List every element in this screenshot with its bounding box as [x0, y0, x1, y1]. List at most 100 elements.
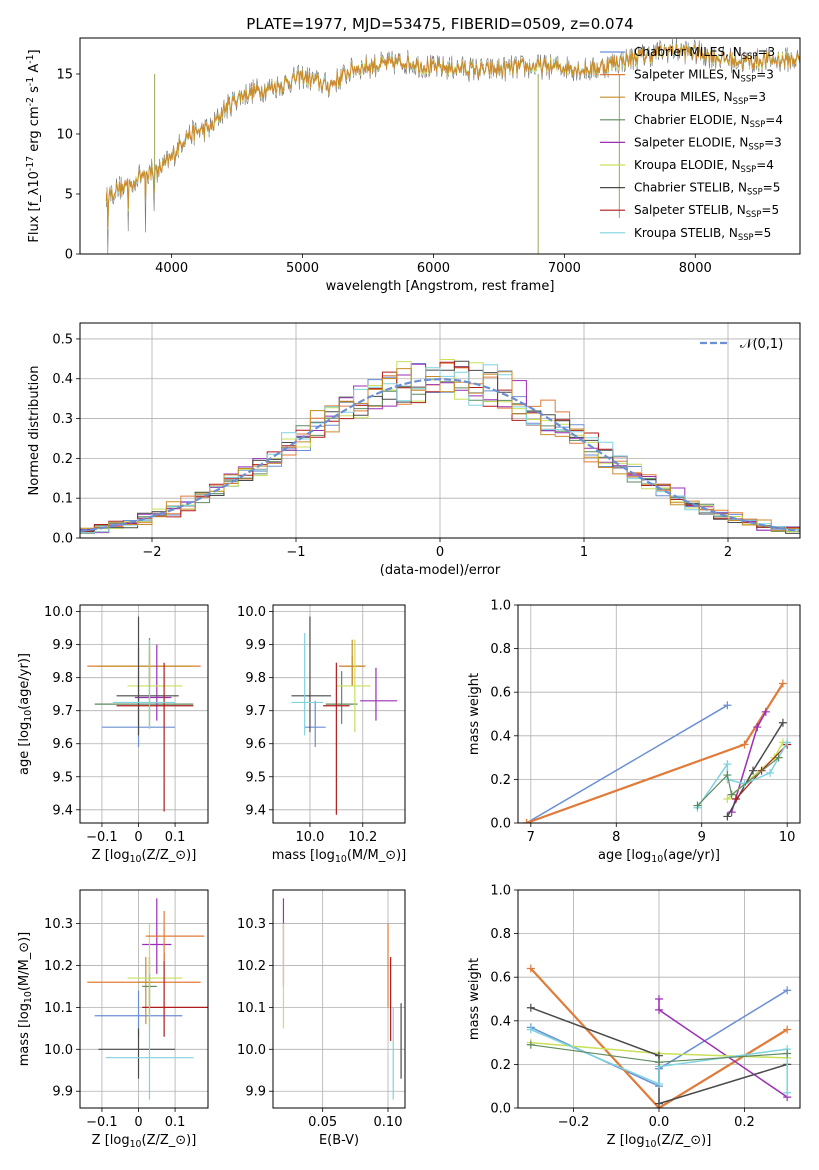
mass-weight-point — [655, 1099, 663, 1108]
errorbar-point — [112, 639, 176, 729]
y-tick-label: 15 — [56, 68, 73, 83]
x-tick-label: 9 — [698, 830, 706, 845]
mass-weight-point — [731, 795, 740, 804]
y-tick-label: 10.1 — [44, 1001, 73, 1016]
mass-weight-point — [774, 753, 783, 762]
mass-weight-point — [727, 790, 736, 799]
plot-frame — [272, 889, 406, 1109]
y-tick-label: 0.4 — [490, 1014, 511, 1029]
errorbar-point — [341, 639, 366, 686]
mass-weight-point — [655, 1005, 663, 1014]
y-tick-label: 0.3 — [52, 412, 73, 427]
y-tick-label: 1.0 — [490, 884, 511, 899]
errorbar-point — [105, 973, 194, 1100]
x-axis-label: (data-model)/error — [380, 563, 501, 578]
mass-weight-lines — [526, 964, 792, 1108]
y-tick-label: 9.6 — [245, 737, 266, 752]
mass-weight-point — [783, 1049, 792, 1058]
y-tick-label: 10.2 — [44, 959, 73, 974]
y-tick-label: 10.2 — [237, 959, 266, 974]
y-axis-label: age [log10(age/yr)] — [17, 653, 34, 775]
plot-frame — [79, 604, 209, 824]
y-tick-label: 5 — [65, 188, 73, 203]
y-tick-label: 10.3 — [237, 917, 266, 932]
mass-weight-point — [526, 964, 535, 973]
ticks: 7 8 9 10 0.0 0.2 0.4 0.6 0.8 1.0 — [490, 599, 795, 846]
massweight-vs-metallicity-panel: −0.2 0.0 0.2 0.0 0.2 0.4 0.6 0.8 1.0 Z [log10(Z/Z… — [467, 884, 801, 1150]
y-tick-label: 9.7 — [245, 704, 266, 719]
mass-weight-series-line — [526, 704, 728, 823]
errorbar-point — [116, 616, 179, 736]
y-tick-label: 9.8 — [245, 671, 266, 686]
mass-weight-point — [740, 779, 749, 788]
errorbar-point — [94, 638, 194, 728]
y-tick-label: 0.2 — [490, 1058, 511, 1073]
mass-weight-point — [655, 1058, 663, 1067]
y-axis-label: mass weight — [467, 958, 482, 1040]
errorbar-point — [127, 642, 183, 726]
mass-weight-point — [693, 801, 702, 810]
mass-weight-point — [723, 795, 732, 804]
x-tick-label: 0.10 — [374, 1115, 403, 1130]
legend-entry: Kroupa ELODIE, NSSP=4 — [634, 158, 774, 174]
plot-frame — [272, 604, 406, 824]
mass-weight-series-line — [697, 757, 779, 807]
mass-weight-point — [655, 1080, 663, 1089]
errorbar-point — [304, 700, 326, 748]
legend-entry: 𝒩(0,1) — [740, 337, 783, 352]
y-tick-label: 0.0 — [490, 1102, 511, 1117]
x-tick-label: 0.1 — [165, 830, 186, 845]
y-axis-label: mass weight — [467, 673, 482, 755]
spectrum-panel: 4000 5000 6000 7000 8000 0 5 10 15 wavelength [An… — [25, 37, 801, 294]
y-axis-label: mass [log10(M/M_⊙)] — [17, 932, 34, 1067]
ticks: 4000 5000 6000 7000 8000 0 5 10 15 — [56, 68, 711, 277]
x-tick-label: 10.2 — [348, 830, 377, 845]
legend-entry: Kroupa MILES, NSSP=3 — [634, 90, 766, 106]
age-vs-mass-panel: 10.0 10.2 9.4 9.5 9.6 9.7 9.8 9.9 10.0 mass [log1… — [237, 604, 406, 865]
y-tick-label: 10 — [56, 128, 73, 143]
y-tick-label: 10.0 — [237, 1043, 266, 1058]
x-tick-label: 0.1 — [165, 1115, 186, 1130]
mass-weight-point — [783, 1025, 792, 1034]
y-axis-label: Flux [f_λ10-17 erg cm-2 s-1 A-1] — [25, 49, 42, 242]
mass-vs-ebv-panel: 0.05 0.10 9.9 10.0 10.1 10.2 10.3 E(B-V) — [237, 889, 406, 1148]
x-axis-label: age [log10(age/yr)] — [598, 848, 720, 865]
mass-weight-series-line — [658, 999, 788, 1098]
x-tick-label: 7 — [527, 830, 535, 845]
legend-entry: Salpeter ELODIE, NSSP=3 — [634, 135, 782, 151]
y-tick-label: 10.0 — [44, 1043, 73, 1058]
grid — [273, 605, 405, 823]
x-tick-label: −1 — [286, 545, 305, 560]
ticks: −2 −1 0 1 2 0.0 0.1 0.2 0.3 0.4 0.5 — [52, 332, 732, 560]
x-tick-label: 0 — [436, 545, 444, 560]
normal-reference-curve — [80, 378, 800, 533]
mass-weight-point — [778, 718, 787, 727]
x-tick-label: 0 — [134, 1115, 142, 1130]
x-axis-label: wavelength [Angstrom, rest frame] — [326, 279, 555, 294]
y-tick-label: 1.0 — [490, 599, 511, 614]
legend-entry: Salpeter MILES, NSSP=3 — [634, 68, 774, 84]
mass-weight-series-line — [526, 682, 784, 823]
x-tick-label: 4000 — [155, 261, 188, 276]
y-tick-label: 9.7 — [52, 704, 73, 719]
mass-weight-point — [723, 771, 732, 780]
y-axis-label: Normed distribution — [27, 366, 42, 496]
ticks: −0.1 0 0.1 9.4 9.5 9.6 9.7 9.8 9.9 10.0 — [44, 605, 185, 845]
errorbars — [87, 616, 201, 812]
errorbar-point — [98, 646, 194, 686]
mass-weight-point — [753, 723, 762, 732]
x-tick-label: 1 — [580, 545, 588, 560]
mass-weight-point — [783, 1088, 792, 1097]
histograms — [80, 359, 800, 535]
mass-vs-metallicity-panel: −0.1 0 0.1 9.9 10.0 10.1 10.2 10.3 Z [log10(Z/Z_… — [17, 889, 209, 1150]
mass-weight-point — [740, 740, 749, 749]
y-tick-label: 0.8 — [490, 927, 511, 942]
grid — [518, 604, 800, 824]
x-tick-label: 8000 — [679, 261, 712, 276]
errorbars — [291, 616, 398, 815]
x-axis-label: E(B-V) — [319, 1133, 359, 1148]
residuals-legend: 𝒩(0,1) — [700, 337, 783, 352]
spectrum-lines — [105, 38, 800, 254]
residuals-panel: −2 −1 0 1 2 0.0 0.1 0.2 0.3 0.4 0.5 (data-model)/er… — [27, 322, 801, 578]
